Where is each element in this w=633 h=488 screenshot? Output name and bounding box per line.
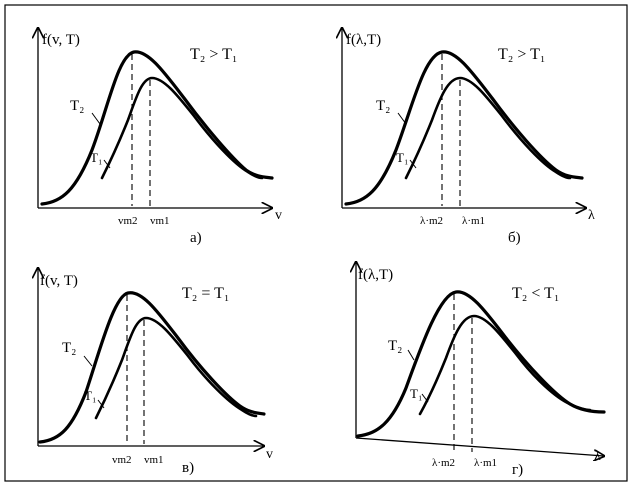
panel-a-peak-label-1: vm1	[150, 215, 170, 227]
panel-b-caption: б)	[508, 230, 521, 246]
panel-a-caption: а)	[190, 230, 202, 246]
panel-a-label-t1: T₁	[90, 150, 102, 165]
panel-g-curve-t1	[418, 314, 592, 416]
panel-b-curve-t2	[344, 50, 584, 206]
panel-a-label-t2: T₂	[70, 98, 84, 114]
panel-a-peak-label-2: vm2	[118, 215, 138, 227]
panel-v-t2-leader	[83, 355, 93, 367]
panel-v-caption: в)	[182, 460, 194, 476]
panel-a-t1-leader	[103, 159, 111, 169]
panel-v-label-t1: T₁	[84, 388, 96, 403]
panel-v-relation: T₂ = T₁	[182, 285, 229, 302]
figure-frame	[4, 4, 628, 482]
panel-a-ylabel: f(v, T)	[42, 32, 80, 48]
panel-b-peak-label-1: λ·m1	[462, 215, 485, 227]
panel-a-curve-t2	[40, 50, 274, 206]
panel-g-peak-label-1: λ·m1	[474, 457, 497, 469]
panel-v: f(v, T) v T₂ = T₁ T₂ T₁ vm2 vm1 в)	[38, 268, 273, 476]
panel-b-xlabel: λ	[588, 208, 595, 223]
panel-g-ylabel: f(λ,T)	[358, 267, 393, 283]
panel-a: f(v, T) v T₂ > T₁ T₂ T₁ vm2 vm1 а)	[38, 28, 282, 246]
panel-b-ylabel: f(λ,T)	[346, 32, 381, 48]
panel-a-xlabel: v	[275, 208, 282, 223]
panel-v-peak-label-1: vm1	[144, 454, 164, 466]
panel-a-relation: T₂ > T₁	[190, 46, 237, 63]
panel-g-caption: г)	[512, 462, 523, 478]
panel-b-peak-label-2: λ·m2	[420, 215, 443, 227]
panel-g-t1-leader	[421, 393, 429, 403]
panel-b-label-t2: T₂	[376, 98, 390, 114]
panel-v-curve-t2	[38, 291, 266, 444]
panel-g: f(λ,T) λ T₂ < T₁ T₂ T₁ λ·m2 λ·m1 г)	[355, 262, 606, 478]
panel-v-label-t2: T₂	[62, 340, 76, 356]
panel-v-xlabel: v	[266, 447, 273, 462]
panel-g-relation: T₂ < T₁	[512, 285, 559, 302]
panel-v-curve-t1	[94, 316, 258, 420]
panel-g-label-t1: T₁	[410, 386, 422, 401]
panel-b: f(λ,T) λ T₂ > T₁ T₂ T₁ λ·m2 λ·m1 б)	[342, 28, 595, 246]
panel-g-x-axis	[355, 437, 604, 456]
panel-g-peak-label-2: λ·m2	[432, 457, 455, 469]
panel-b-t1-leader	[409, 159, 417, 169]
panel-g-t2-leader	[407, 349, 415, 361]
panel-g-xlabel: λ	[594, 449, 601, 464]
panel-b-curve-t1	[404, 76, 572, 180]
panel-a-t2-leader	[91, 112, 101, 125]
panel-b-relation: T₂ > T₁	[498, 46, 545, 63]
panel-b-t2-leader	[397, 112, 407, 125]
panel-v-ylabel: f(v, T)	[40, 273, 78, 289]
panel-a-curve-t1	[100, 76, 264, 180]
panel-v-peak-label-2: vm2	[112, 454, 132, 466]
panel-g-curve-t2	[356, 290, 606, 438]
panel-b-label-t1: T₁	[396, 150, 408, 165]
panel-v-t1-leader	[97, 399, 105, 409]
panel-g-label-t2: T₂	[388, 338, 402, 354]
